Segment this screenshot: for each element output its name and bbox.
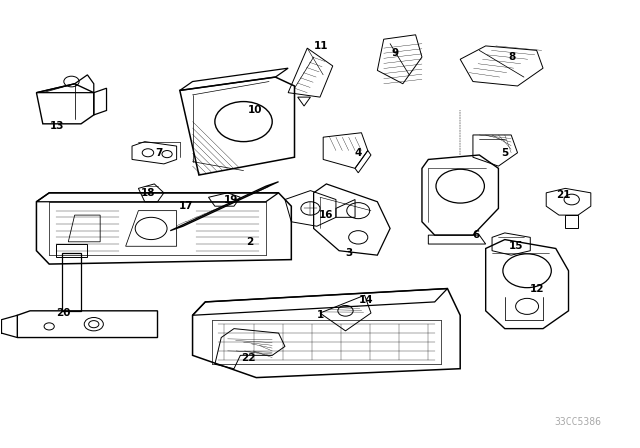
Text: 12: 12	[529, 284, 544, 293]
Text: 15: 15	[509, 241, 524, 251]
Text: 18: 18	[141, 188, 155, 198]
Text: 7: 7	[156, 148, 163, 158]
Text: 22: 22	[241, 353, 256, 362]
Text: 2: 2	[246, 237, 253, 247]
Text: 5: 5	[501, 148, 508, 158]
Text: 13: 13	[50, 121, 65, 131]
Text: 8: 8	[509, 52, 516, 62]
Text: 3: 3	[345, 248, 352, 258]
Text: 4: 4	[355, 148, 362, 158]
Text: 16: 16	[319, 210, 333, 220]
Text: 1: 1	[316, 310, 324, 320]
Text: 11: 11	[314, 41, 328, 51]
Text: 10: 10	[248, 105, 262, 116]
Text: 9: 9	[392, 47, 399, 58]
Text: 14: 14	[359, 295, 374, 305]
Text: 20: 20	[56, 308, 71, 318]
Text: 21: 21	[556, 190, 571, 200]
Text: 19: 19	[223, 194, 238, 205]
Text: 17: 17	[179, 201, 193, 211]
Text: 6: 6	[472, 230, 480, 240]
Text: 33CC5386: 33CC5386	[555, 417, 602, 427]
